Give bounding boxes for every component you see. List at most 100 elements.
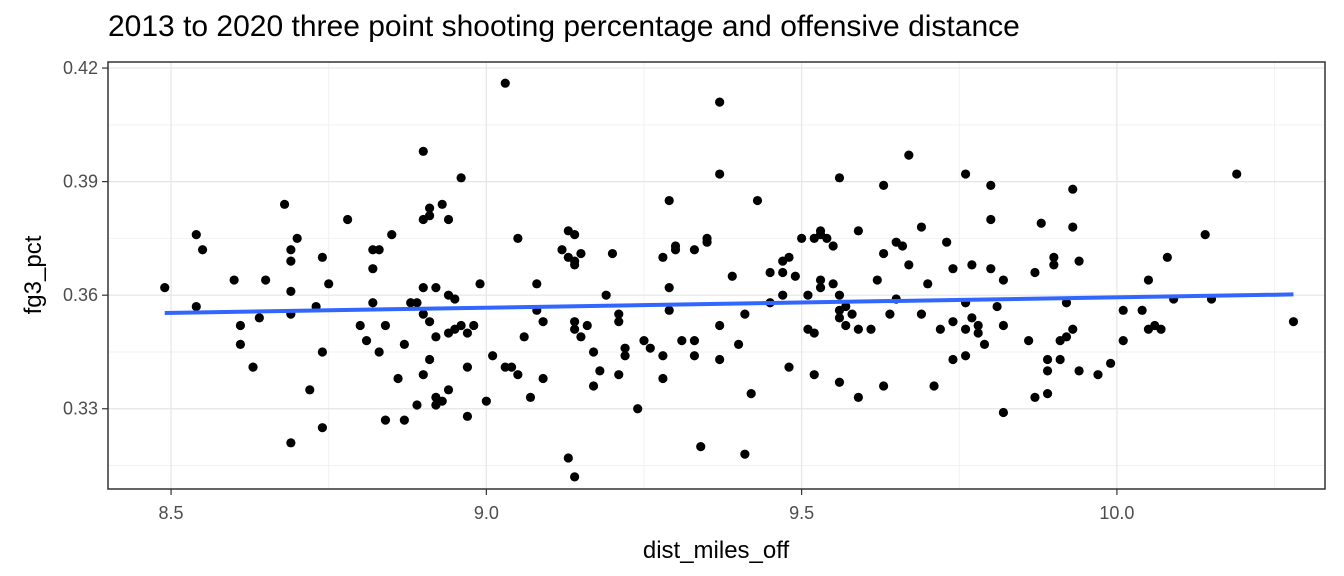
x-axis-title: dist_miles_off — [643, 537, 790, 564]
scatter-point — [1074, 366, 1084, 376]
scatter-point — [595, 366, 605, 376]
scatter-point — [279, 199, 290, 209]
scatter-point — [1055, 354, 1065, 365]
scatter-point — [368, 264, 378, 274]
scatter-point — [500, 78, 510, 88]
scatter-point — [942, 237, 952, 247]
scatter-point — [841, 320, 851, 331]
scatter-point — [1024, 336, 1034, 346]
scatter-point — [563, 453, 573, 463]
scatter-point — [443, 385, 454, 395]
y-axis-title: fg3_pct — [20, 235, 47, 314]
scatter-point — [904, 150, 914, 160]
scatter-point — [1200, 230, 1210, 240]
scatter-point — [488, 351, 498, 361]
x-axis-ticks: 8.5 9.0 9.5 10.0 — [159, 489, 1134, 523]
scatter-point — [614, 370, 624, 380]
scatter-point — [715, 169, 725, 179]
scatter-point — [815, 226, 826, 236]
chart-title: 2013 to 2020 three point shooting percen… — [108, 10, 1020, 43]
scatter-point — [462, 411, 473, 421]
scatter-point — [740, 449, 750, 459]
scatter-point — [1042, 366, 1053, 376]
scatter-point — [582, 320, 592, 331]
scatter-point — [462, 362, 473, 372]
scatter-point — [715, 320, 725, 331]
scatter-point — [998, 275, 1009, 285]
scatter-point — [633, 404, 643, 414]
scatter-point — [469, 320, 479, 331]
scatter-point — [948, 317, 958, 327]
scatter-point — [828, 241, 838, 251]
scatter-point — [570, 260, 580, 270]
scatter-point — [797, 233, 807, 244]
scatter-point — [235, 320, 246, 331]
scatter-point — [286, 438, 296, 448]
scatter-point — [286, 256, 296, 266]
scatter-point — [998, 320, 1009, 331]
scatter-point — [261, 275, 271, 285]
y-tick-label: 0.36 — [63, 285, 98, 305]
scatter-point — [897, 241, 908, 251]
scatter-point — [443, 214, 454, 225]
scatter-point — [1030, 392, 1040, 402]
scatter-point — [834, 290, 845, 300]
scatter-point — [1061, 332, 1072, 342]
scatter-point — [380, 415, 391, 425]
scatter-point — [923, 279, 933, 289]
scatter-point — [853, 226, 863, 236]
scatter-point — [570, 472, 580, 482]
scatter-point — [570, 317, 580, 327]
scatter-point — [664, 305, 674, 315]
scatter-point — [986, 264, 996, 274]
scatter-point — [1068, 222, 1078, 232]
scatter-point — [1118, 336, 1128, 346]
scatter-point — [418, 283, 428, 293]
scatter-point — [424, 317, 435, 327]
scatter-point — [406, 298, 416, 308]
scatter-point — [614, 317, 624, 327]
scatter-point — [935, 324, 945, 334]
scatter-point — [462, 328, 473, 338]
scatter-point — [986, 180, 996, 191]
scatter-point — [324, 279, 334, 289]
scatter-point — [519, 332, 529, 342]
scatter-point — [1288, 317, 1299, 327]
scatter-point — [986, 214, 996, 225]
scatter-point — [317, 423, 327, 433]
major-gridlines — [108, 62, 1325, 489]
scatter-point — [1093, 370, 1103, 380]
scatter-point — [778, 267, 788, 278]
scatter-point — [160, 283, 170, 293]
scatter-point — [834, 173, 845, 183]
scatter-point — [1137, 305, 1147, 315]
scatter-point — [998, 407, 1009, 418]
scatter-point — [305, 385, 315, 395]
scatter-point — [191, 301, 201, 312]
x-tick-label: 9.0 — [474, 503, 499, 523]
scatter-point — [607, 248, 618, 259]
scatter-point — [620, 343, 630, 353]
scatter-point — [847, 309, 857, 319]
scatter-point — [733, 339, 744, 349]
scatter-point — [506, 362, 517, 372]
scatter-point — [374, 347, 384, 357]
scatter-point — [1118, 305, 1128, 315]
scatter-point — [412, 400, 422, 410]
scatter-point — [418, 146, 428, 156]
scatter-point — [916, 309, 927, 319]
scatter-point — [475, 279, 485, 289]
scatter-point — [399, 415, 409, 425]
scatter-point — [197, 245, 208, 255]
scatter-point — [525, 392, 536, 402]
scatter-point — [361, 336, 372, 346]
scatter-point — [393, 373, 403, 384]
scatter-point — [1042, 389, 1053, 399]
scatter-point — [658, 252, 668, 262]
scatter-point — [513, 233, 523, 244]
scatter-point — [456, 320, 466, 331]
scatter-point — [1074, 256, 1084, 266]
scatter-point — [639, 336, 649, 346]
scatter-point — [532, 279, 542, 289]
scatter-point — [588, 347, 599, 357]
